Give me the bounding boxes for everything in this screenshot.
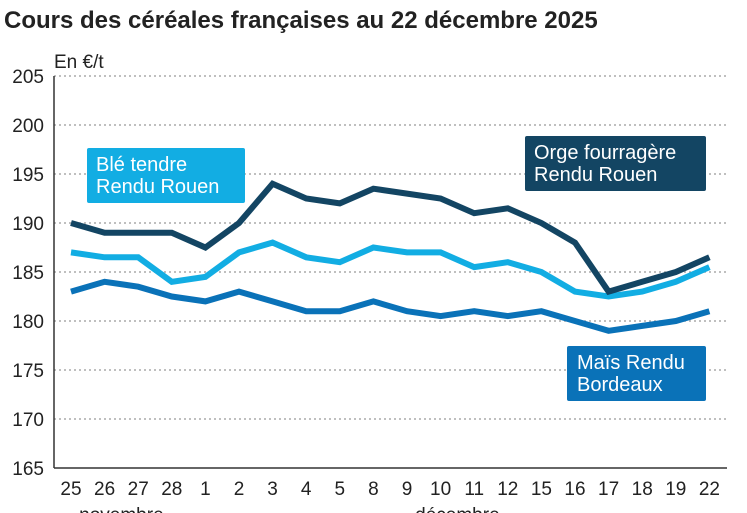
y-tick-label: 205: [12, 67, 44, 88]
x-tick-label: 3: [267, 479, 278, 500]
chart-title: Cours des céréales françaises au 22 déce…: [4, 7, 598, 34]
x-tick-label: 15: [531, 479, 552, 500]
x-tick-label: 22: [699, 479, 720, 500]
x-tick-label: 8: [368, 479, 379, 500]
y-tick-label: 190: [12, 214, 44, 235]
x-tick-label: 1: [200, 479, 211, 500]
y-tick-label: 175: [12, 361, 44, 382]
x-tick-label: 11: [464, 479, 484, 500]
x-tick-label: 17: [598, 479, 619, 500]
series-label-box: [525, 136, 706, 191]
x-tick-label: 28: [161, 479, 182, 500]
x-tick-label: 19: [665, 479, 686, 500]
series-line: [70, 239, 711, 300]
series-label-text: Maïs Rendu: [577, 352, 685, 374]
x-tick-label: 18: [632, 479, 653, 500]
series-line: [70, 180, 711, 296]
y-tick-label: 170: [12, 410, 44, 431]
series-label-text: Rendu Rouen: [96, 176, 219, 198]
y-tick-label: 165: [12, 459, 44, 480]
x-tick-label: 16: [564, 479, 585, 500]
series-label-text: Blé tendre: [96, 154, 187, 176]
series-label-box: [87, 148, 245, 203]
x-tick-label: 27: [128, 479, 149, 500]
x-tick-label: 9: [402, 479, 413, 500]
x-tick-label: 10: [430, 479, 451, 500]
month-label: novembre: [79, 505, 164, 513]
y-axis-unit: En €/t: [54, 52, 104, 73]
y-tick-label: 180: [12, 312, 44, 333]
x-tick-label: 4: [301, 479, 312, 500]
y-tick-label: 200: [12, 116, 44, 137]
x-tick-label: 26: [94, 479, 115, 500]
x-tick-label: 25: [60, 479, 81, 500]
y-tick-label: 195: [12, 165, 44, 186]
y-tick-label: 185: [12, 263, 44, 284]
x-tick-label: 2: [234, 479, 245, 500]
x-tick-label: 5: [335, 479, 346, 500]
series-label-text: Rendu Rouen: [534, 164, 657, 186]
series-label-text: Orge fourragère: [534, 142, 676, 164]
series-label-text: Bordeaux: [577, 374, 663, 396]
month-label: décembre: [415, 505, 500, 513]
series-line: [70, 278, 711, 334]
x-tick-label: 12: [497, 479, 518, 500]
series-label-box: [567, 346, 706, 401]
